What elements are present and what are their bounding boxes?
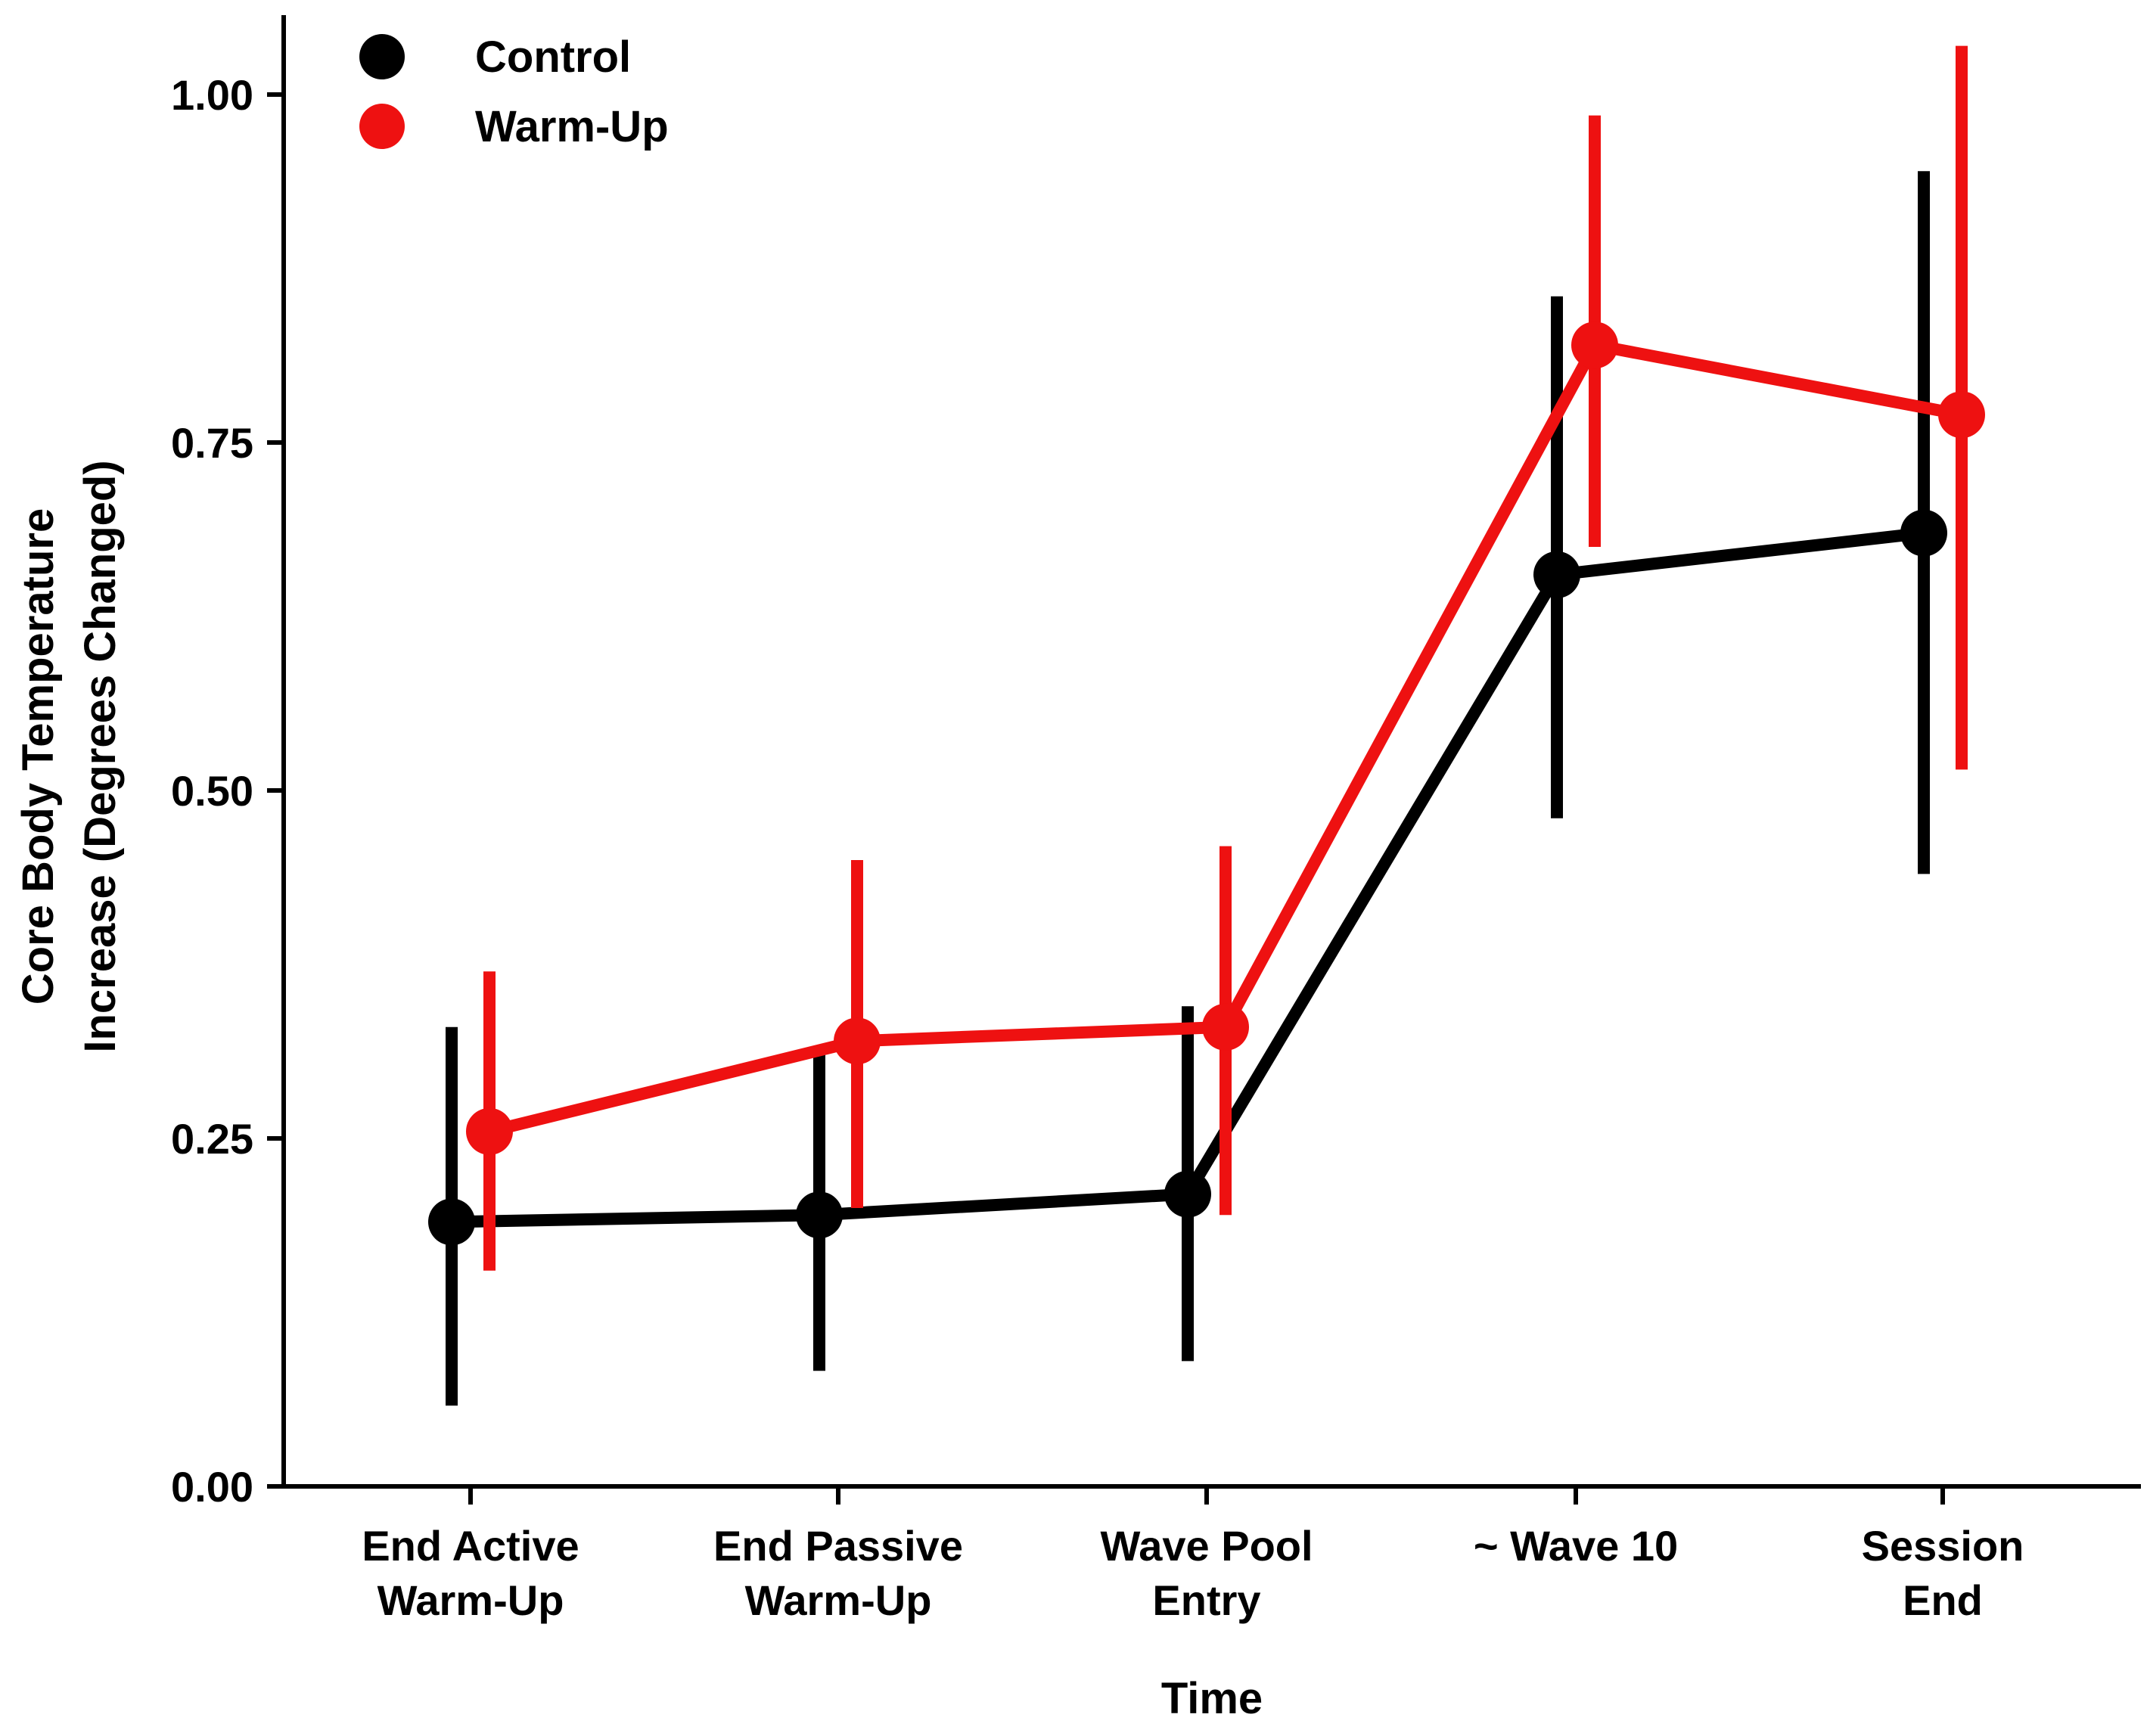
x-tick-label: End Passive Warm-Up (713, 1522, 963, 1624)
legend-marker (359, 104, 405, 149)
x-tick-label-line: End Active (362, 1522, 579, 1570)
x-tick-label-line: Entry (1152, 1576, 1260, 1624)
x-tick-label-line: Wave Pool (1100, 1522, 1313, 1570)
data-point (1164, 1170, 1211, 1218)
y-tick-label: 0.75 (171, 419, 253, 467)
y-axis-title-line: Increase (Degrees Changed) (76, 460, 125, 1052)
legend-marker (359, 34, 405, 79)
x-tick-label-line: Session (1862, 1522, 2024, 1570)
series-warm-up (466, 45, 1985, 1271)
legend-label: Control (475, 33, 631, 82)
series-control (428, 171, 1947, 1406)
x-tick-label: Wave Pool Entry (1100, 1522, 1313, 1624)
x-tick-label: Session End (1862, 1522, 2024, 1624)
y-tick-label: 1.00 (171, 71, 253, 119)
x-tick-label-line: Warm-Up (745, 1576, 932, 1624)
x-tick-label-line: ~ Wave 10 (1474, 1522, 1678, 1570)
series-group (428, 45, 1985, 1406)
data-point (834, 1017, 881, 1065)
data-point (1900, 509, 1947, 557)
y-tick-label: 0.25 (171, 1115, 253, 1163)
y-tick-label: 0.00 (171, 1463, 253, 1511)
y-axis-title: Core Body Temperature Increase (Degrees C… (14, 460, 125, 1052)
data-point (466, 1107, 513, 1155)
data-point (428, 1198, 475, 1246)
data-point (1533, 551, 1580, 598)
axis-titles: Time Core Body Temperature Increase (Degre… (14, 460, 1263, 1723)
x-tick-label: ~ Wave 10 (1474, 1522, 1678, 1570)
x-axis-title: Time (1161, 1674, 1263, 1723)
y-axis-title-line: Core Body Temperature (14, 508, 63, 1005)
axes (281, 15, 2141, 1489)
x-tick-label-line: End (1903, 1576, 1983, 1624)
y-tick-label: 0.50 (171, 767, 253, 815)
data-point (1571, 321, 1618, 369)
legend-label: Warm-Up (475, 102, 669, 151)
x-tick-label-line: Warm-Up (377, 1576, 564, 1624)
data-point (796, 1191, 843, 1239)
x-tick-label-line: End Passive (713, 1522, 963, 1570)
x-tick-label: End Active Warm-Up (362, 1522, 579, 1624)
data-point (1938, 391, 1985, 439)
data-point (1202, 1003, 1249, 1051)
legend: Control Warm-Up (359, 33, 669, 151)
